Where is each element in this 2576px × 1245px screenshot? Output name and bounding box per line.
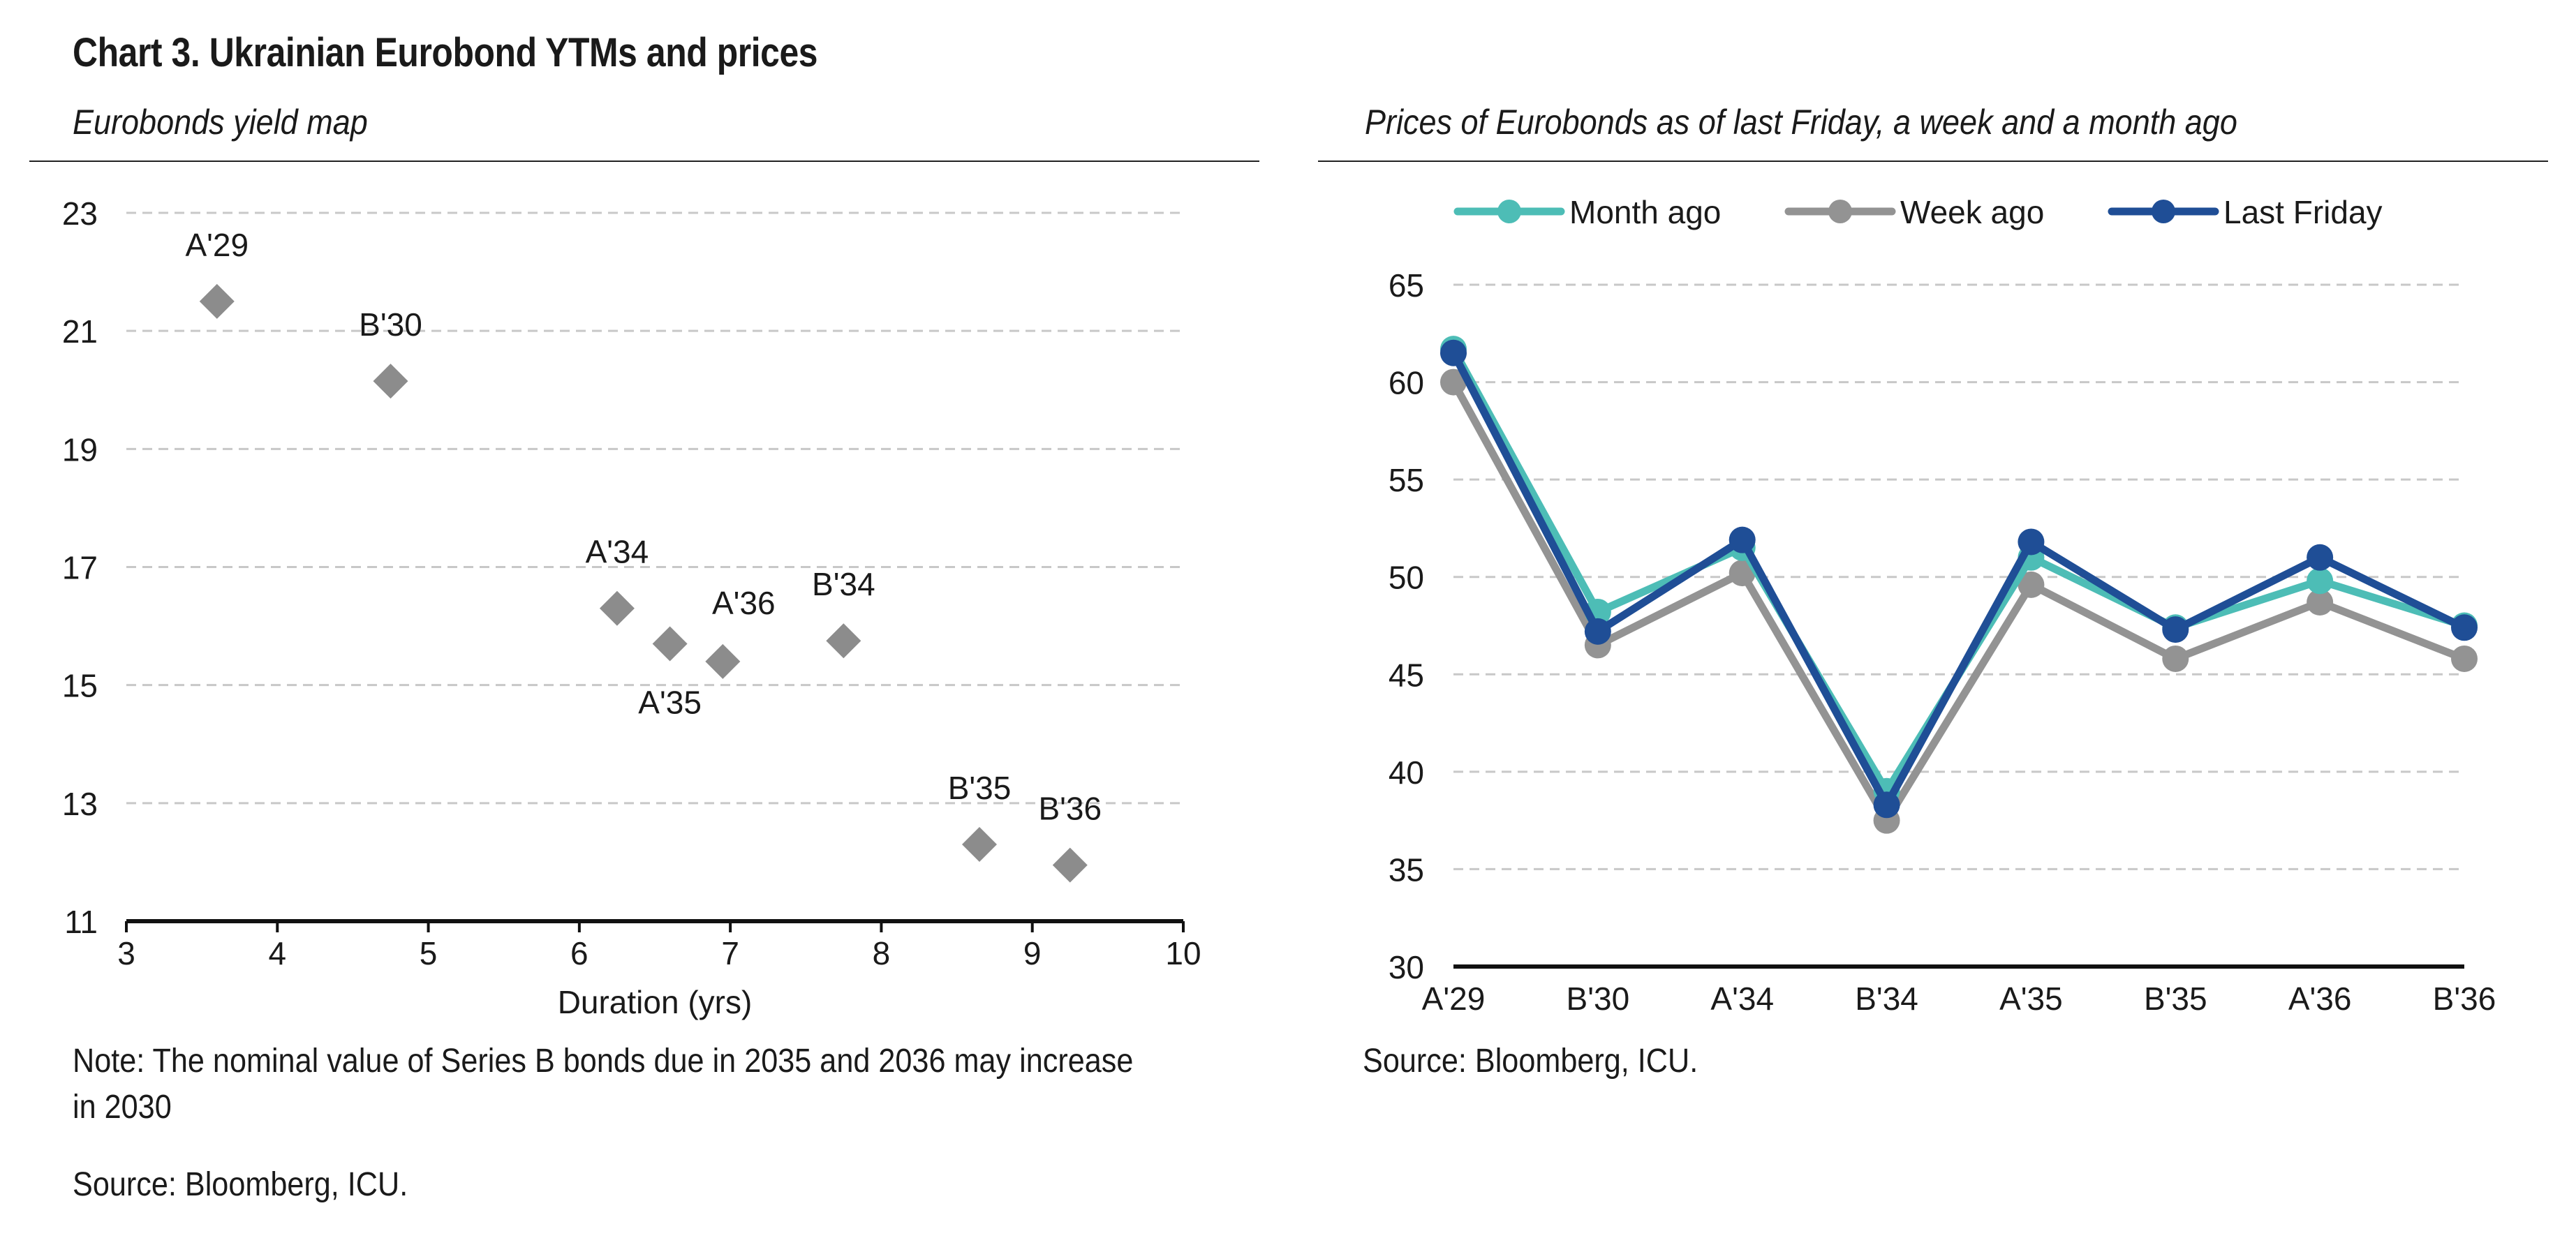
prices-title-rule — [1318, 161, 2548, 162]
x-tick-label: B'34 — [1855, 981, 1918, 1017]
x-tick-label: B'36 — [2433, 981, 2496, 1017]
legend-marker-1 — [1828, 200, 1852, 223]
x-tick-label: 4 — [268, 935, 286, 971]
x-tick-label: 5 — [420, 935, 438, 971]
x-tick-label: A'36 — [2288, 981, 2352, 1017]
main-title: Chart 3. Ukrainian Eurobond YTMs and pri… — [73, 30, 818, 75]
yield-map-title-rule — [29, 161, 1259, 162]
series-marker-2 — [2307, 544, 2334, 571]
yield-map-source: Source: Bloomberg, ICU. — [73, 1166, 408, 1203]
y-tick-label: 65 — [1389, 267, 1424, 304]
y-tick-label: 30 — [1389, 949, 1424, 985]
data-point-diamond — [373, 364, 408, 399]
series-line-2 — [1449, 349, 2468, 809]
data-point-label: A'29 — [185, 227, 249, 263]
series-marker-2 — [1440, 339, 1467, 366]
y-tick-label: 45 — [1389, 657, 1424, 693]
data-point-label: B'30 — [359, 306, 422, 343]
series-marker-1 — [2018, 571, 2045, 598]
data-point-diamond — [199, 283, 235, 319]
legend-marker-0 — [1497, 200, 1521, 223]
data-point-diamond — [1052, 847, 1088, 883]
y-tick-label: 23 — [62, 195, 98, 232]
series-marker-2 — [2162, 616, 2189, 643]
legend-label-0: Month ago — [1569, 194, 1721, 230]
x-tick-label: B'30 — [1567, 981, 1630, 1017]
series-marker-2 — [2451, 614, 2478, 641]
y-tick-label: 55 — [1389, 462, 1424, 498]
legend-label-1: Week ago — [1900, 194, 2044, 230]
legend-label-2: Last Friday — [2223, 194, 2383, 230]
yield-map-chart: 11 13 15 17 19 21 23 3 4 5 6 7 8 9 10 Duration (yrs) A'2… — [62, 195, 1201, 1020]
x-axis-title: Duration (yrs) — [558, 984, 753, 1020]
x-tick-label: 7 — [721, 935, 739, 971]
data-point-diamond — [826, 623, 861, 659]
series-marker-1 — [2162, 645, 2189, 672]
series-marker-1 — [2451, 645, 2478, 672]
x-tick-label: 6 — [570, 935, 589, 971]
series-marker-2 — [1729, 526, 1756, 553]
series-marker-1 — [2307, 589, 2334, 616]
y-tick-label: 11 — [64, 904, 98, 940]
series-marker-0 — [2307, 567, 2334, 595]
y-tick-label: 19 — [62, 431, 98, 468]
prices-source: Source: Bloomberg, ICU. — [1363, 1043, 1698, 1080]
series-marker-1 — [1440, 368, 1467, 396]
data-point-label: B'35 — [948, 770, 1012, 806]
prices-subtitle: Prices of Eurobonds as of last Friday, a… — [1365, 103, 2237, 142]
series-marker-2 — [1584, 618, 1611, 645]
legend-marker-2 — [2152, 200, 2175, 223]
series-marker-2 — [2018, 528, 2045, 556]
data-point-diamond — [652, 626, 688, 662]
data-point-diamond — [705, 643, 741, 679]
data-point-label: B'34 — [812, 566, 875, 602]
x-tick-label: 8 — [873, 935, 891, 971]
x-tick-label: 3 — [117, 935, 135, 971]
y-tick-label: 35 — [1389, 851, 1424, 888]
data-point-label: B'36 — [1038, 791, 1102, 827]
y-tick-label: 40 — [1389, 754, 1424, 791]
data-point-label: A'34 — [586, 534, 649, 570]
prices-chart: 30 35 40 45 50 55 60 65 A'29 B'30 A'34 B'34 A'35 B'35… — [1389, 194, 2496, 1017]
data-point-diamond — [962, 827, 998, 863]
data-point-diamond — [599, 590, 635, 626]
y-tick-label: 17 — [62, 550, 98, 586]
y-tick-label: 15 — [62, 668, 98, 704]
data-point-label: A'36 — [712, 585, 776, 621]
series-marker-2 — [1873, 791, 1900, 819]
y-tick-label: 50 — [1389, 560, 1424, 596]
x-tick-label: B'35 — [2144, 981, 2207, 1017]
y-tick-label: 21 — [62, 313, 98, 350]
yield-map-note: Note: The nominal value of Series B bond… — [73, 1043, 1134, 1126]
y-tick-label: 13 — [62, 786, 98, 822]
x-tick-label: A'34 — [1710, 981, 1774, 1017]
x-tick-label: A'29 — [1422, 981, 1486, 1017]
x-tick-label: 9 — [1023, 935, 1042, 971]
series-line-1 — [1449, 378, 2468, 825]
x-tick-label: A'35 — [1999, 981, 2063, 1017]
data-point-label: A'35 — [638, 684, 702, 720]
x-tick-label: 10 — [1165, 935, 1201, 971]
y-tick-label: 60 — [1389, 365, 1424, 401]
yield-map-subtitle: Eurobonds yield map — [73, 103, 368, 142]
